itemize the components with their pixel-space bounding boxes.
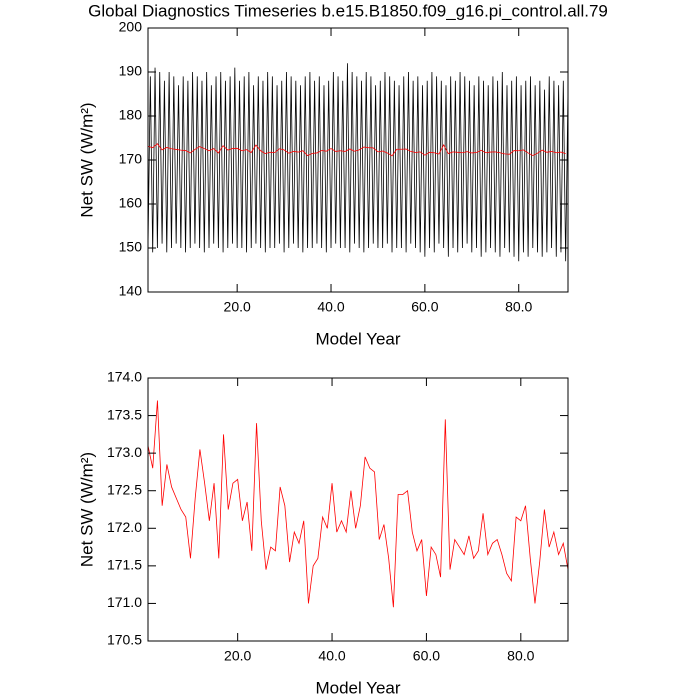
x-tick-label: 80.0 — [505, 299, 532, 315]
data-line — [147, 143, 566, 157]
plot-frame — [147, 377, 569, 642]
y-axis-label: Net SW (W/m²) — [77, 452, 96, 567]
y-tick-label: 170 — [119, 151, 143, 167]
data-line — [147, 63, 569, 262]
x-axis-label: Model Year — [315, 329, 400, 348]
y-tick-label: 172.0 — [107, 519, 142, 535]
y-tick-label: 172.5 — [107, 481, 142, 497]
y-tick-label: 173.0 — [107, 444, 142, 460]
y-tick-label: 173.5 — [107, 406, 142, 422]
data-line — [147, 400, 569, 608]
y-tick-label: 200 — [119, 19, 143, 35]
y-tick-label: 190 — [119, 63, 143, 79]
x-tick-label: 60.0 — [413, 648, 440, 664]
y-tick-label: 160 — [119, 195, 143, 211]
x-tick-label: 40.0 — [318, 648, 345, 664]
x-tick-label: 60.0 — [411, 299, 438, 315]
x-tick-label: 20.0 — [224, 299, 251, 315]
y-tick-label: 150 — [119, 239, 143, 255]
x-tick-label: 20.0 — [224, 648, 251, 664]
x-axis-label: Model Year — [315, 678, 400, 697]
y-tick-label: 171.0 — [107, 594, 142, 610]
y-tick-label: 170.5 — [107, 632, 142, 648]
y-axis-label: Net SW (W/m²) — [77, 102, 96, 217]
y-tick-label: 140 — [119, 283, 143, 299]
y-tick-label: 180 — [119, 107, 143, 123]
y-tick-label: 171.5 — [107, 557, 142, 573]
x-tick-label: 80.0 — [507, 648, 534, 664]
x-tick-label: 40.0 — [317, 299, 344, 315]
y-tick-label: 174.0 — [107, 369, 142, 385]
chart-title: Global Diagnostics Timeseries b.e15.B185… — [88, 1, 608, 20]
